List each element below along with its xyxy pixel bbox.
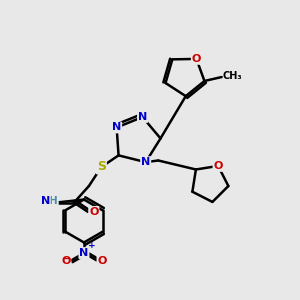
Text: +: + — [88, 242, 96, 250]
Text: N: N — [141, 157, 150, 167]
Text: O: O — [192, 54, 201, 64]
Text: O: O — [214, 161, 223, 171]
Text: N: N — [40, 196, 50, 206]
Text: −: − — [61, 254, 71, 264]
Text: O: O — [61, 256, 70, 266]
Text: CH₃: CH₃ — [222, 71, 242, 81]
Text: N: N — [112, 122, 121, 133]
Text: H: H — [49, 196, 58, 206]
Text: N: N — [79, 248, 88, 258]
Text: O: O — [89, 207, 98, 217]
Text: O: O — [98, 256, 107, 266]
Text: N: N — [138, 112, 147, 122]
Text: S: S — [97, 160, 106, 173]
